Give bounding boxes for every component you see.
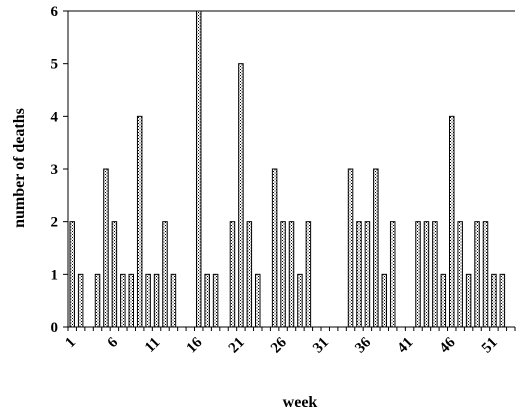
bar-week-27 (288, 221, 295, 328)
x-axis-title: week (283, 394, 318, 411)
bar-week-34 (347, 168, 354, 328)
bar-week-9 (136, 115, 143, 328)
bar-week-43 (423, 221, 430, 328)
y-tick-label: 1 (51, 267, 59, 283)
bar-week-48 (465, 273, 472, 328)
bar-week-36 (364, 221, 371, 328)
y-tick-label: 3 (51, 162, 59, 178)
y-axis-title: number of deaths (11, 108, 28, 228)
bar-week-21 (238, 63, 244, 328)
y-ticks-group: 0 1 2 3 4 5 6 (51, 4, 68, 336)
bar-week-13 (170, 273, 177, 328)
x-tick-label: 31 (310, 335, 332, 357)
y-tick-label: 2 (51, 215, 59, 231)
bar-week-29 (305, 221, 312, 328)
x-tick-label: 6 (105, 334, 122, 351)
bar-week-4 (94, 273, 101, 328)
bar-week-1 (69, 221, 75, 328)
x-tick-label: 46 (437, 334, 459, 356)
x-tick-label: 41 (394, 335, 416, 357)
bar-week-23 (255, 273, 261, 328)
bar-week-38 (381, 273, 388, 328)
y-tick-label: 6 (51, 4, 59, 20)
y-tick-label: 4 (51, 109, 59, 125)
bar-week-5 (103, 168, 109, 328)
bar-week-49 (474, 221, 480, 328)
bar-week-37 (373, 168, 379, 328)
bar-week-39 (389, 221, 396, 328)
x-tick-label: 11 (142, 335, 163, 356)
x-tick-label: 21 (226, 335, 248, 357)
y-tick-label: 0 (51, 320, 59, 336)
bar-week-47 (457, 221, 463, 328)
x-tick-label: 1 (62, 335, 79, 352)
bar-week-46 (449, 115, 455, 328)
bar-week-45 (440, 273, 447, 328)
bar-week-44 (432, 221, 438, 328)
x-ticks-group: 1 6 11 16 21 26 31 36 41 46 51 (62, 327, 516, 357)
bar-week-8 (128, 273, 134, 328)
x-tick-label: 51 (479, 335, 501, 357)
bar-week-20 (229, 221, 236, 328)
bar-week-28 (297, 273, 303, 328)
bars-group (69, 10, 506, 328)
x-tick-label: 26 (268, 334, 290, 356)
bar-week-51 (491, 273, 497, 328)
bar-week-11 (153, 273, 160, 328)
bar-week-18 (212, 273, 219, 328)
bar-week-2 (77, 273, 84, 328)
bar-week-35 (356, 221, 362, 328)
x-tick-label: 36 (352, 334, 374, 356)
bar-week-7 (120, 273, 126, 328)
bar-week-10 (145, 273, 151, 328)
bar-week-42 (415, 221, 421, 328)
bar-week-25 (271, 168, 278, 328)
bar-week-22 (246, 221, 253, 328)
bar-week-16 (195, 10, 202, 328)
bar-week-12 (162, 221, 168, 328)
bar-week-52 (499, 273, 506, 328)
bar-week-6 (111, 221, 118, 328)
bar-week-50 (482, 221, 489, 328)
x-tick-label: 16 (184, 334, 206, 356)
bar-week-17 (204, 273, 210, 328)
bar-week-26 (280, 221, 286, 328)
y-tick-label: 5 (51, 57, 59, 73)
